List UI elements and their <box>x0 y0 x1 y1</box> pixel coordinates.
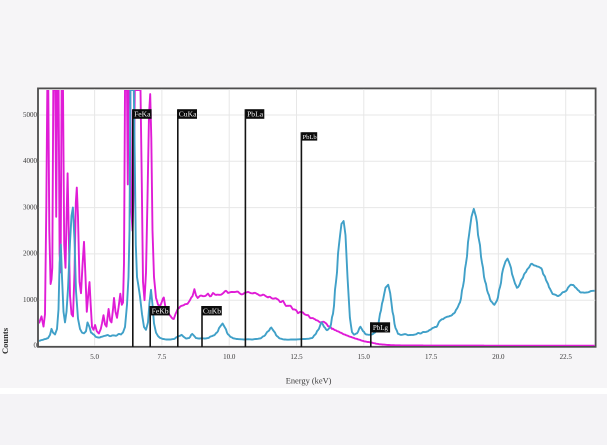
svg-text:4000: 4000 <box>23 157 38 165</box>
svg-text:Counts: Counts <box>0 327 10 354</box>
svg-text:2000: 2000 <box>23 250 38 258</box>
svg-text:FeKa: FeKa <box>134 110 151 119</box>
svg-text:7.5: 7.5 <box>158 353 167 361</box>
svg-text:5.0: 5.0 <box>90 353 99 361</box>
svg-text:10.0: 10.0 <box>223 353 236 361</box>
svg-text:15.0: 15.0 <box>358 353 371 361</box>
svg-text:CuKa: CuKa <box>179 110 197 119</box>
svg-text:12.5: 12.5 <box>290 353 303 361</box>
svg-text:3000: 3000 <box>23 203 38 211</box>
svg-text:22.5: 22.5 <box>560 353 573 361</box>
svg-text:PbLb: PbLb <box>302 134 317 141</box>
svg-text:CuKb: CuKb <box>203 306 221 315</box>
svg-text:PbLa: PbLa <box>247 110 264 119</box>
svg-text:FeKb: FeKb <box>152 306 169 315</box>
svg-text:20.0: 20.0 <box>492 353 505 361</box>
svg-text:0: 0 <box>34 342 38 350</box>
svg-text:1000: 1000 <box>23 296 38 304</box>
svg-text:17.5: 17.5 <box>425 353 438 361</box>
svg-text:PbLg: PbLg <box>373 324 389 332</box>
svg-text:Energy (keV): Energy (keV) <box>286 376 332 385</box>
svg-text:5000: 5000 <box>23 111 38 119</box>
